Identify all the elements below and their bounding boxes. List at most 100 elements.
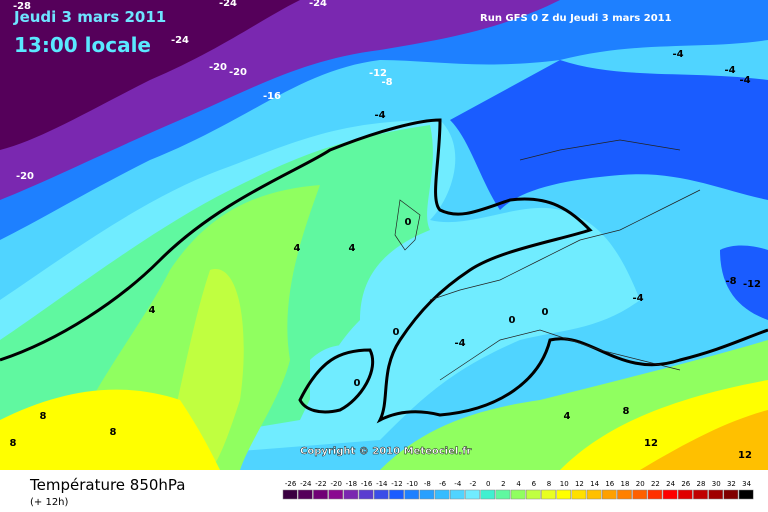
legend-swatch xyxy=(282,489,298,500)
contour-label: 4 xyxy=(294,243,301,254)
copyright: Copyright © 2010 Meteociel.fr xyxy=(300,446,471,457)
legend-label: 14 xyxy=(590,480,599,488)
contour-label: -24 xyxy=(171,35,189,46)
contour-label: -4 xyxy=(739,75,750,86)
footer-lead: (+ 12h) xyxy=(30,497,69,508)
contour-label: 4 xyxy=(149,305,156,316)
map-time: 13:00 locale xyxy=(14,33,151,57)
legend-label: 4 xyxy=(516,480,521,488)
legend-label: -10 xyxy=(406,480,417,488)
contour-label: 0 xyxy=(393,327,400,338)
contour-label: 0 xyxy=(509,315,516,326)
legend-swatch xyxy=(647,489,663,500)
legend-swatch xyxy=(586,489,602,500)
legend-swatch xyxy=(404,489,420,500)
legend-label: 34 xyxy=(742,480,751,488)
contour-label: -24 xyxy=(309,0,327,9)
run-info: Run GFS 0 Z du Jeudi 3 mars 2011 xyxy=(480,13,672,24)
contour-label: 8 xyxy=(623,406,630,417)
legend-swatch xyxy=(708,489,724,500)
contour-label: -16 xyxy=(263,91,281,102)
legend-swatch xyxy=(571,489,587,500)
legend-label: -8 xyxy=(424,480,431,488)
legend-label: -4 xyxy=(454,480,462,488)
contour-label: 12 xyxy=(738,450,752,461)
legend-label: -24 xyxy=(300,480,312,488)
legend-swatch xyxy=(495,489,511,500)
legend-swatch xyxy=(343,489,359,500)
legend-swatch xyxy=(389,489,404,500)
legend-swatch xyxy=(419,489,435,500)
legend-swatch xyxy=(738,489,754,500)
legend-label: 8 xyxy=(547,480,551,488)
legend-label: -20 xyxy=(330,480,341,488)
temperature-field xyxy=(0,0,768,470)
legend-swatch xyxy=(465,489,480,500)
legend-label: 26 xyxy=(681,480,690,488)
legend-swatch xyxy=(723,489,739,500)
legend-label: 10 xyxy=(560,480,569,488)
legend-label: -12 xyxy=(391,480,402,488)
legend-label: 20 xyxy=(636,480,645,488)
legend: -26 -24 -22 -20 -18 -16 -14 -12 -10 -8 -6 -4 -2 0 2 4 6 8… xyxy=(282,480,754,500)
legend-swatch xyxy=(434,489,450,500)
legend-swatch xyxy=(662,489,678,500)
contour-label: -24 xyxy=(219,0,237,9)
coastlines xyxy=(394,139,701,381)
legend-swatch xyxy=(677,489,693,500)
legend-swatch xyxy=(601,489,617,500)
legend-swatch xyxy=(632,489,648,500)
legend-label: -26 xyxy=(285,480,297,488)
contour-label: -12 xyxy=(743,279,761,290)
contour-label: -4 xyxy=(724,65,735,76)
legend-label: 22 xyxy=(651,480,660,488)
legend-label: 18 xyxy=(621,480,630,488)
legend-swatch xyxy=(617,489,632,500)
contour-label: 12 xyxy=(644,438,658,449)
legend-label: 24 xyxy=(666,480,675,488)
legend-swatch xyxy=(693,489,708,500)
contour-label: -4 xyxy=(632,293,643,304)
legend-swatch xyxy=(373,489,389,500)
legend-label: -6 xyxy=(439,480,447,488)
contour-label: 0 xyxy=(354,378,361,389)
legend-swatch xyxy=(313,489,328,500)
legend-label: 30 xyxy=(712,480,721,488)
legend-swatch xyxy=(556,489,572,500)
legend-label: 12 xyxy=(575,480,584,488)
legend-label: 0 xyxy=(486,480,490,488)
contour-label: 0 xyxy=(542,307,549,318)
contour-label: -8 xyxy=(381,77,392,88)
legend-swatch xyxy=(525,489,541,500)
legend-label: 16 xyxy=(605,480,614,488)
legend-swatch xyxy=(480,489,496,500)
legend-label: 32 xyxy=(727,480,736,488)
contour-label: 4 xyxy=(349,243,356,254)
contour-label: 8 xyxy=(110,427,117,438)
contour-label: -20 xyxy=(209,62,227,73)
legend-label: -2 xyxy=(470,480,477,488)
legend-label: 2 xyxy=(501,480,505,488)
contour-label: 4 xyxy=(564,411,571,422)
contour-label: 8 xyxy=(40,411,47,422)
legend-label: -14 xyxy=(376,480,388,488)
contour-lines xyxy=(0,118,768,424)
contour-label: -4 xyxy=(374,110,385,121)
contour-label: -20 xyxy=(16,171,34,182)
legend-swatch xyxy=(328,489,344,500)
contour-label: -12 xyxy=(369,68,387,79)
contour-label: -8 xyxy=(725,276,736,287)
legend-swatch xyxy=(297,489,313,500)
contour-label: 0 xyxy=(405,217,412,228)
contour-label: -20 xyxy=(229,67,247,78)
map-date: Jeudi 3 mars 2011 xyxy=(13,8,166,26)
legend-label: 28 xyxy=(697,480,706,488)
legend-label: -18 xyxy=(346,480,357,488)
contour-label: -28 xyxy=(13,1,31,12)
legend-swatch xyxy=(541,489,556,500)
legend-label: -16 xyxy=(361,480,373,488)
legend-swatch xyxy=(510,489,526,500)
contour-label: 8 xyxy=(10,438,17,449)
